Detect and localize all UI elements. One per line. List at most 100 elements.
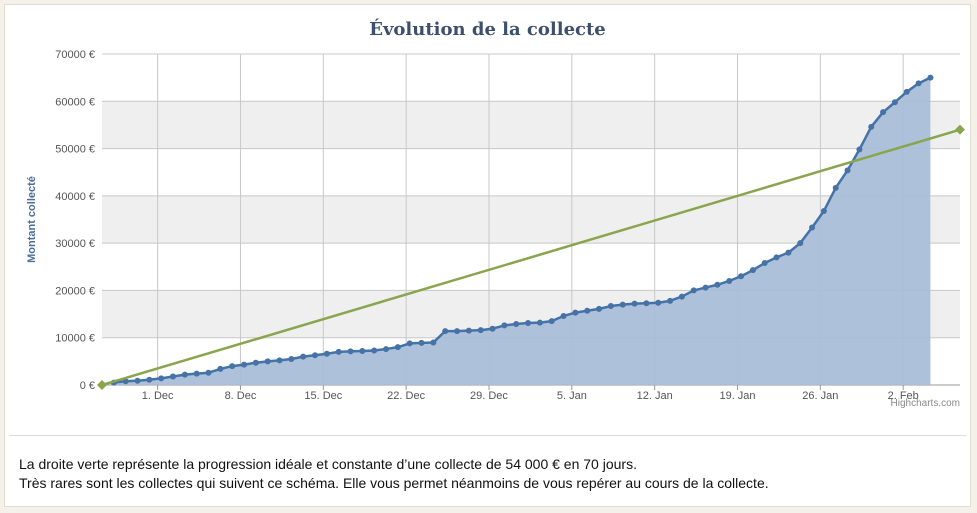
y-tick-label: 10000 € [55, 333, 95, 345]
x-tick-label: 5. Jan [557, 390, 587, 402]
chart-panel: 0 € 10000 € 20000 € 30000 € 40000 € 50000 € 60… [4, 4, 971, 507]
plot-band [102, 101, 960, 149]
x-tick-label: 19. Jan [719, 390, 755, 402]
area-point [158, 375, 165, 382]
area-point [323, 350, 330, 357]
area-line [113, 76, 931, 384]
area-point [229, 363, 236, 370]
area-point [146, 376, 153, 383]
area-point [690, 287, 697, 294]
area-point [288, 355, 295, 362]
y-axis-title: Montant collecté [26, 176, 38, 263]
chart-title: Évolution de la collecte [369, 19, 606, 40]
area-point [820, 207, 827, 214]
area-point [501, 322, 508, 329]
chart-container: 0 € 10000 € 20000 € 30000 € 40000 € 50000 € 60… [5, 5, 970, 430]
area-point [714, 281, 721, 288]
area-point [809, 224, 816, 231]
x-tick-label: 12. Jan [637, 390, 673, 402]
y-tick-label: 0 € [80, 380, 95, 392]
x-tick-label: 1. Dec [142, 390, 174, 402]
area-fill [113, 77, 931, 386]
y-tick-label: 30000 € [55, 238, 95, 250]
area-point [489, 325, 496, 332]
area-point [264, 358, 271, 365]
area-point [832, 184, 839, 191]
area-point [655, 299, 662, 306]
area-point [241, 361, 248, 368]
area-point [880, 109, 887, 116]
area-point [442, 328, 449, 335]
y-tick-label: 40000 € [55, 191, 95, 203]
area-point [797, 240, 804, 247]
x-tick-label: 22. Dec [387, 390, 425, 402]
area-point [359, 347, 366, 354]
area-point [738, 273, 745, 280]
area-point [868, 123, 875, 130]
area-point [276, 357, 283, 364]
area-point [536, 319, 543, 326]
y-tick-label: 60000 € [55, 96, 95, 108]
area-point [193, 370, 200, 377]
area-point [702, 284, 709, 291]
area-point [548, 318, 555, 325]
chart-credits[interactable]: Highcharts.com [890, 398, 960, 409]
x-tick-label: 8. Dec [225, 390, 257, 402]
area-point [619, 301, 626, 308]
area-point [394, 344, 401, 351]
area-point [312, 352, 319, 359]
y-tick-label: 20000 € [55, 285, 95, 297]
area-point [667, 297, 674, 304]
ideal-line-marker [955, 124, 965, 135]
description-line-1: La droite verte représente la progressio… [19, 456, 637, 472]
area-point [773, 254, 780, 261]
x-tick-label: 29. Dec [470, 390, 508, 402]
area-point [560, 312, 567, 319]
x-tick-label: 26. Jan [802, 390, 838, 402]
area-point [513, 321, 520, 328]
area-point [596, 305, 603, 312]
area-point [465, 327, 472, 334]
area-point [643, 300, 650, 307]
area-point [454, 328, 461, 335]
ideal-line [101, 128, 961, 387]
area-point [300, 353, 307, 360]
area-point [927, 74, 934, 81]
description-line-2: Très rares sont les collectes qui suiven… [19, 475, 769, 491]
area-point [205, 369, 212, 376]
area-point [903, 88, 910, 95]
area-point [371, 347, 378, 354]
area-point [335, 348, 342, 355]
divider [9, 435, 966, 436]
area-point [844, 167, 851, 174]
area-point [761, 260, 768, 267]
area-point [749, 267, 756, 274]
area-point [678, 293, 685, 300]
area-point [631, 300, 638, 307]
area-point [572, 309, 579, 316]
area-point [134, 377, 141, 384]
chart-description: La droite verte représente la progressio… [19, 455, 769, 493]
area-point [217, 365, 224, 372]
area-point [856, 146, 863, 153]
area-point [383, 346, 390, 353]
area-point [525, 320, 532, 327]
area-point [430, 339, 437, 346]
x-tick-label: 15. Dec [304, 390, 342, 402]
area-point [607, 303, 614, 310]
area-point [726, 277, 733, 284]
area-point [252, 359, 259, 366]
area-point [584, 307, 591, 314]
area-point [181, 371, 188, 378]
area-point [406, 340, 413, 347]
area-point [891, 99, 898, 106]
area-point [477, 327, 484, 334]
area-point [347, 348, 354, 355]
x-tick-label: 2. Feb [888, 390, 919, 402]
area-point [170, 373, 177, 380]
chart-svg: 0 € 10000 € 20000 € 30000 € 40000 € 50000 € 60… [26, 49, 965, 402]
y-tick-label: 50000 € [55, 144, 95, 156]
y-tick-label: 70000 € [55, 49, 95, 61]
area-point [785, 249, 792, 256]
ideal-line-marker [97, 380, 107, 390]
